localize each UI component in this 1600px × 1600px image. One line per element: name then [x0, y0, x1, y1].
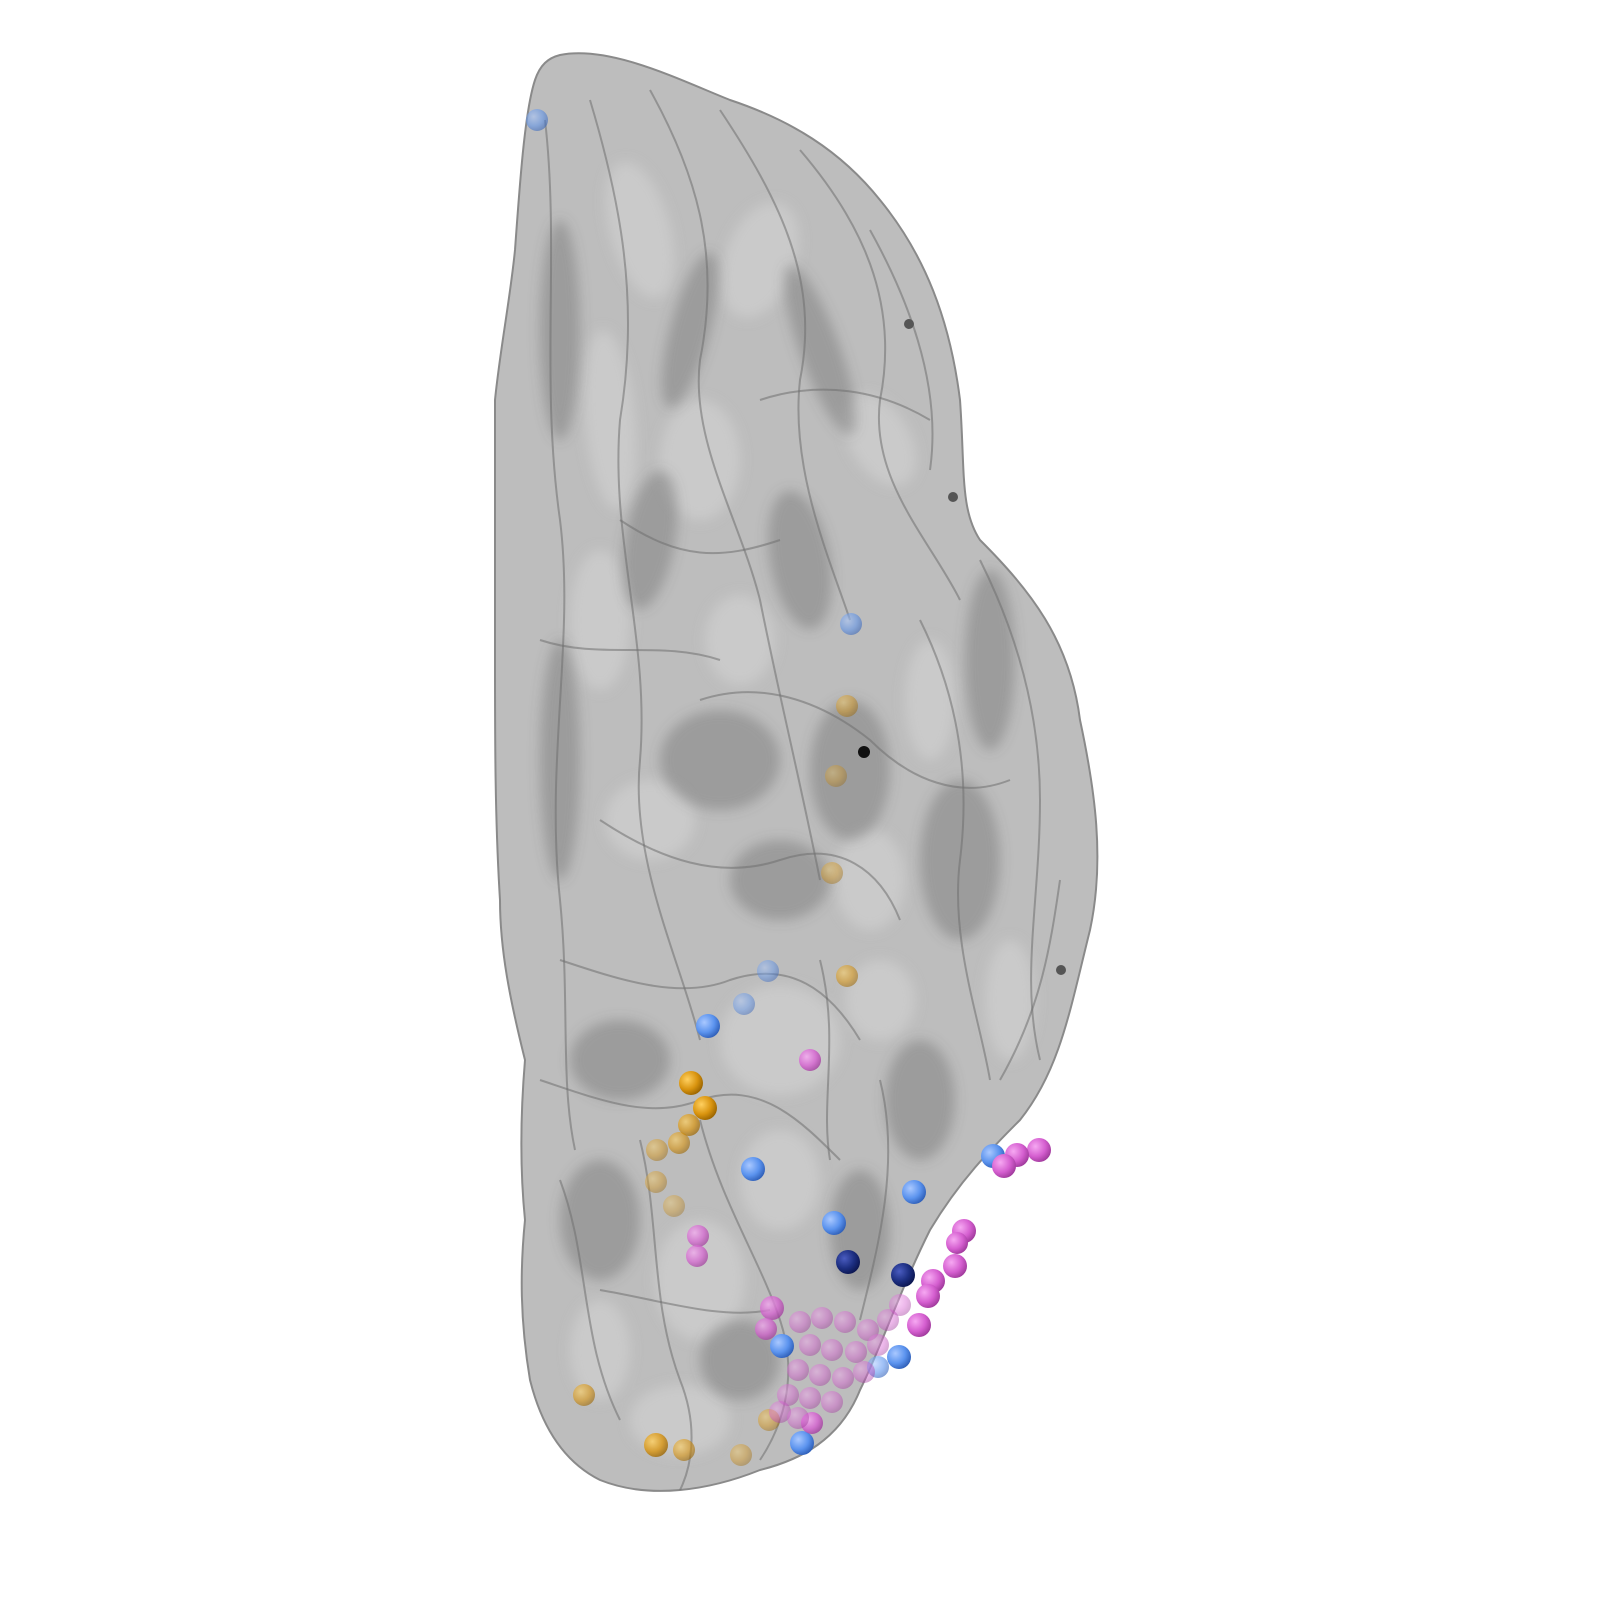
electrode	[673, 1439, 695, 1461]
electrode-group-pink	[686, 1049, 1051, 1434]
gyri-pattern	[539, 89, 1061, 1491]
electrode	[809, 1364, 831, 1386]
electrode-group-orange	[573, 695, 858, 1466]
electrode	[663, 1195, 685, 1217]
electrode	[834, 1311, 856, 1333]
electrode	[741, 1157, 765, 1181]
electrode	[799, 1049, 821, 1071]
electrode	[822, 1211, 846, 1235]
electrode	[646, 1139, 668, 1161]
electrode	[825, 765, 847, 787]
electrode	[811, 1307, 833, 1329]
electrode	[891, 1263, 915, 1287]
electrode	[845, 1341, 867, 1363]
electrode	[853, 1361, 875, 1383]
electrode	[907, 1313, 931, 1337]
electrode	[696, 1014, 720, 1038]
cortical-surface	[493, 52, 1099, 1492]
electrode	[821, 1391, 843, 1413]
electrode	[730, 1444, 752, 1466]
electrode	[787, 1359, 809, 1381]
electrode	[573, 1384, 595, 1406]
electrode	[904, 319, 914, 329]
electrode	[836, 965, 858, 987]
electrode	[733, 993, 755, 1015]
electrode	[858, 746, 870, 758]
electrode	[644, 1433, 668, 1457]
electrode	[992, 1154, 1016, 1178]
electrode	[867, 1334, 889, 1356]
electrode	[948, 492, 958, 502]
electrode	[686, 1245, 708, 1267]
electrode	[777, 1384, 799, 1406]
electrode	[799, 1334, 821, 1356]
electrode	[645, 1171, 667, 1193]
electrode	[943, 1254, 967, 1278]
electrode-group-black	[858, 746, 870, 758]
electrode	[789, 1311, 811, 1333]
electrode	[687, 1225, 709, 1247]
electrode	[840, 613, 862, 635]
electrode	[1056, 965, 1066, 975]
electrode-group-dark-blue	[836, 1250, 915, 1287]
electrodes	[526, 109, 1066, 1466]
electrode	[787, 1407, 809, 1429]
electrode	[887, 1345, 911, 1369]
electrode	[668, 1132, 690, 1154]
electrode	[757, 960, 779, 982]
electrode	[770, 1334, 794, 1358]
electrode	[821, 862, 843, 884]
electrode	[790, 1431, 814, 1455]
electrode	[916, 1284, 940, 1308]
electrode	[760, 1296, 784, 1320]
electrode	[821, 1339, 843, 1361]
electrode	[755, 1318, 777, 1340]
electrode	[836, 1250, 860, 1274]
electrode	[526, 109, 548, 131]
electrode	[679, 1071, 703, 1095]
electrode	[678, 1114, 700, 1136]
electrode	[836, 695, 858, 717]
electrode	[1027, 1138, 1051, 1162]
electrode-group-gray	[904, 319, 1066, 975]
electrode	[832, 1367, 854, 1389]
electrode	[877, 1309, 899, 1331]
electrode	[799, 1387, 821, 1409]
electrode	[769, 1401, 791, 1423]
electrode	[889, 1294, 911, 1316]
electrode	[693, 1096, 717, 1120]
electrode	[902, 1180, 926, 1204]
electrode	[946, 1232, 968, 1254]
